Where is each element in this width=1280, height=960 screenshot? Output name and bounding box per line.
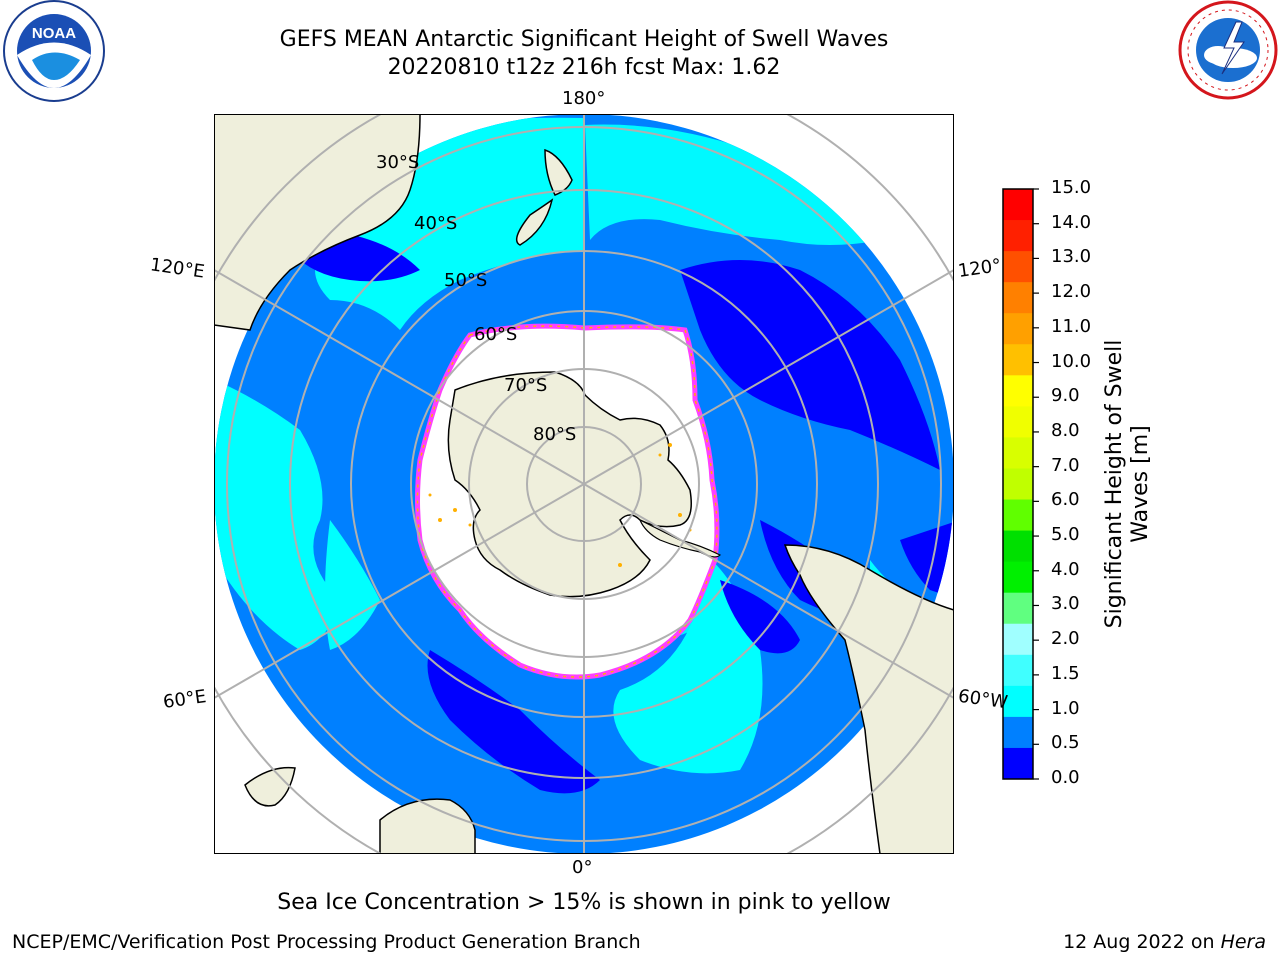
parallel-label-40s: 40°S	[414, 213, 458, 234]
footer-host: Hera	[1220, 931, 1266, 953]
colorbar-band	[1003, 747, 1033, 780]
colorbar-tick-label: 9.0	[1051, 385, 1080, 407]
date-host-text: 12 Aug 2022 on Hera	[1063, 931, 1266, 953]
colorbar-frame	[1002, 188, 1034, 780]
colorbar-tick-label: 1.5	[1051, 662, 1080, 684]
colorbar-band	[1003, 220, 1033, 252]
colorbar-title: Significant Height of Swell Waves [m]	[1102, 340, 1154, 629]
graticule	[214, 114, 954, 854]
map-title: GEFS MEAN Antarctic Significant Height o…	[279, 27, 889, 52]
colorbar-tick-label: 12.0	[1051, 281, 1092, 303]
colorbar-tick-label: 14.0	[1051, 211, 1092, 233]
colorbar-band	[1003, 406, 1033, 438]
credit-text: NCEP/EMC/Verification Post Processing Pr…	[12, 931, 641, 953]
parallel-label-50s: 50°S	[444, 270, 488, 291]
colorbar-band	[1003, 282, 1033, 314]
colorbar-band	[1003, 468, 1033, 501]
colorbar-band	[1003, 716, 1033, 749]
colorbar-tick-label: 13.0	[1051, 246, 1092, 268]
colorbar-tick-label: 8.0	[1051, 419, 1080, 441]
meridian-label-0: 0°	[572, 857, 593, 878]
svg-text:NOAA: NOAA	[32, 25, 76, 42]
sea-ice-spots	[428, 443, 692, 567]
colorbar-tick-label: 15.0	[1051, 177, 1092, 198]
map-subtitle: 20220810 t12z 216h fcst Max: 1.62	[387, 55, 781, 80]
footer-date: 12 Aug 2022 on	[1063, 931, 1215, 953]
colorbar-band	[1003, 251, 1033, 283]
parallel-label-60s: 60°S	[474, 324, 518, 345]
colorbar-tick-label: 4.0	[1051, 558, 1080, 580]
noaa-logo: NOAA	[3, 0, 105, 102]
parallel-label-30s: 30°S	[376, 152, 420, 173]
colorbar-tick-label: 0.0	[1051, 767, 1080, 788]
colorbar-band	[1003, 189, 1033, 221]
colorbar-band	[1003, 592, 1033, 625]
colorbar-band	[1003, 375, 1033, 407]
colorbar-tick-label: 2.0	[1051, 628, 1080, 650]
parallel-label-70s: 70°S	[504, 375, 548, 396]
colorbar-tick-label: 10.0	[1051, 350, 1092, 372]
colorbar-band	[1003, 344, 1033, 376]
colorbar	[1002, 188, 1039, 780]
colorbar-tick-label: 6.0	[1051, 489, 1080, 511]
colorbar-tick-label: 1.0	[1051, 697, 1080, 719]
national-weather-service-logo	[1178, 0, 1278, 100]
colorbar-band	[1003, 313, 1033, 345]
colorbar-band	[1003, 437, 1033, 469]
colorbar-band	[1003, 561, 1033, 594]
colorbar-title-line2: Waves [m]	[1128, 425, 1153, 543]
parallel-label-80s: 80°S	[533, 424, 577, 445]
colorbar-band	[1003, 499, 1033, 532]
colorbar-title-line1: Significant Height of Swell	[1102, 339, 1127, 629]
colorbar-band	[1003, 654, 1033, 687]
sea-ice-note: Sea Ice Concentration > 15% is shown in …	[277, 890, 891, 915]
colorbar-band	[1003, 530, 1033, 563]
colorbar-tick-label: 11.0	[1051, 315, 1092, 337]
meridian-label-180: 180°	[562, 88, 606, 109]
colorbar-tick-label: 7.0	[1051, 454, 1080, 476]
colorbar-band	[1003, 623, 1033, 656]
colorbar-tick-label: 0.5	[1051, 732, 1080, 754]
colorbar-band	[1003, 685, 1033, 718]
colorbar-tick-label: 3.0	[1051, 593, 1080, 615]
colorbar-tick-label: 5.0	[1051, 524, 1080, 546]
